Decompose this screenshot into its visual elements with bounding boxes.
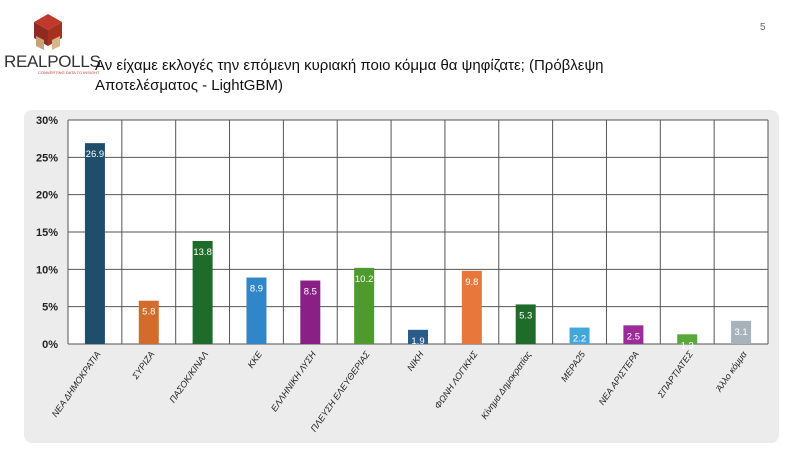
title-line-1: Αν είχαμε εκλογές την επόμενη κυριακή πο… [95,57,604,74]
x-tick-label: ΝΕΑ ΑΡΙΣΤΕΡΑ [597,349,641,406]
bar-data-label: 5.8 [142,307,155,318]
bar [138,300,159,344]
logo-tagline: CONVERTING DATA TO INSIGHT [38,70,100,75]
y-tick-label: 15% [36,227,58,239]
logo-text: REALPOLLS [4,52,101,71]
bar-data-label: 3.1 [734,327,747,338]
y-tick-label: 0% [42,339,58,351]
bar [84,143,105,344]
x-tick-label: Άλλο κόμμα [713,349,749,394]
bar [461,270,482,344]
x-tick-label: ΦΩΝΗ ΛΟΓΙΚΗΣ [432,349,479,411]
bar-data-label: 1.3 [681,340,694,351]
bar-data-label: 2.2 [573,334,586,345]
page-title: Αν είχαμε εκλογές την επόμενη κυριακή πο… [95,56,655,96]
bar [623,325,644,344]
realpolls-logo: REALPOLLS CONVERTING DATA TO INSIGHT [4,12,101,75]
x-tick-label: ΣΠΑΡΤΙΑΤΕΣ [655,349,695,400]
y-tick-label: 30% [36,115,58,127]
bar [677,334,698,344]
bar-data-label: 13.8 [193,247,212,258]
bar-data-label: 8.5 [304,287,317,298]
bar-data-label: 5.3 [519,310,532,321]
logo-cube-icon [34,14,62,50]
bar [354,267,375,344]
bar-data-label: 8.9 [250,284,263,295]
page-number: 5 [760,22,766,33]
bar [515,304,536,344]
x-tick-label: ΠΑΣΟΚ/ΚΙΝΑΛ [167,349,210,404]
bar [408,329,428,344]
bar-data-label: 10.2 [355,274,374,285]
y-tick-label: 10% [36,264,58,276]
bar-data-label: 26.9 [86,149,105,160]
bar [569,327,590,344]
y-tick-label: 20% [36,190,58,202]
title-line-2: Αποτελέσματος - LightGBM) [95,77,283,94]
bar [246,277,267,344]
x-tick-label: ΣΥΡΙΖΑ [130,349,157,381]
bar [192,240,213,344]
bar-data-label: 2.5 [627,331,640,342]
x-tick-label: ΝΕΑ ΔΗΜΟΚΡΑΤΙΑ [50,349,103,419]
x-tick-label: ΕΛΛΗΝΙΚΗ ΛΥΣΗ [269,349,318,413]
x-tick-label: Κίνημα Δημοκρατίας [479,349,534,421]
x-tick-label: ΜΕΡΑ25 [559,349,588,384]
bar-data-label: 9.8 [465,277,478,288]
bar [731,320,752,344]
x-tick-label: ΚΚΕ [246,349,265,370]
y-tick-label: 5% [42,302,58,314]
bar [300,280,321,344]
y-tick-label: 25% [36,152,58,164]
x-tick-label: ΠΛΕΥΣΗ ΕΛΕΥΘΕΡΙΑΣ [309,349,373,434]
x-tick-label: ΝΙΚΗ [405,349,426,373]
bar-data-label: 1.9 [411,336,424,347]
